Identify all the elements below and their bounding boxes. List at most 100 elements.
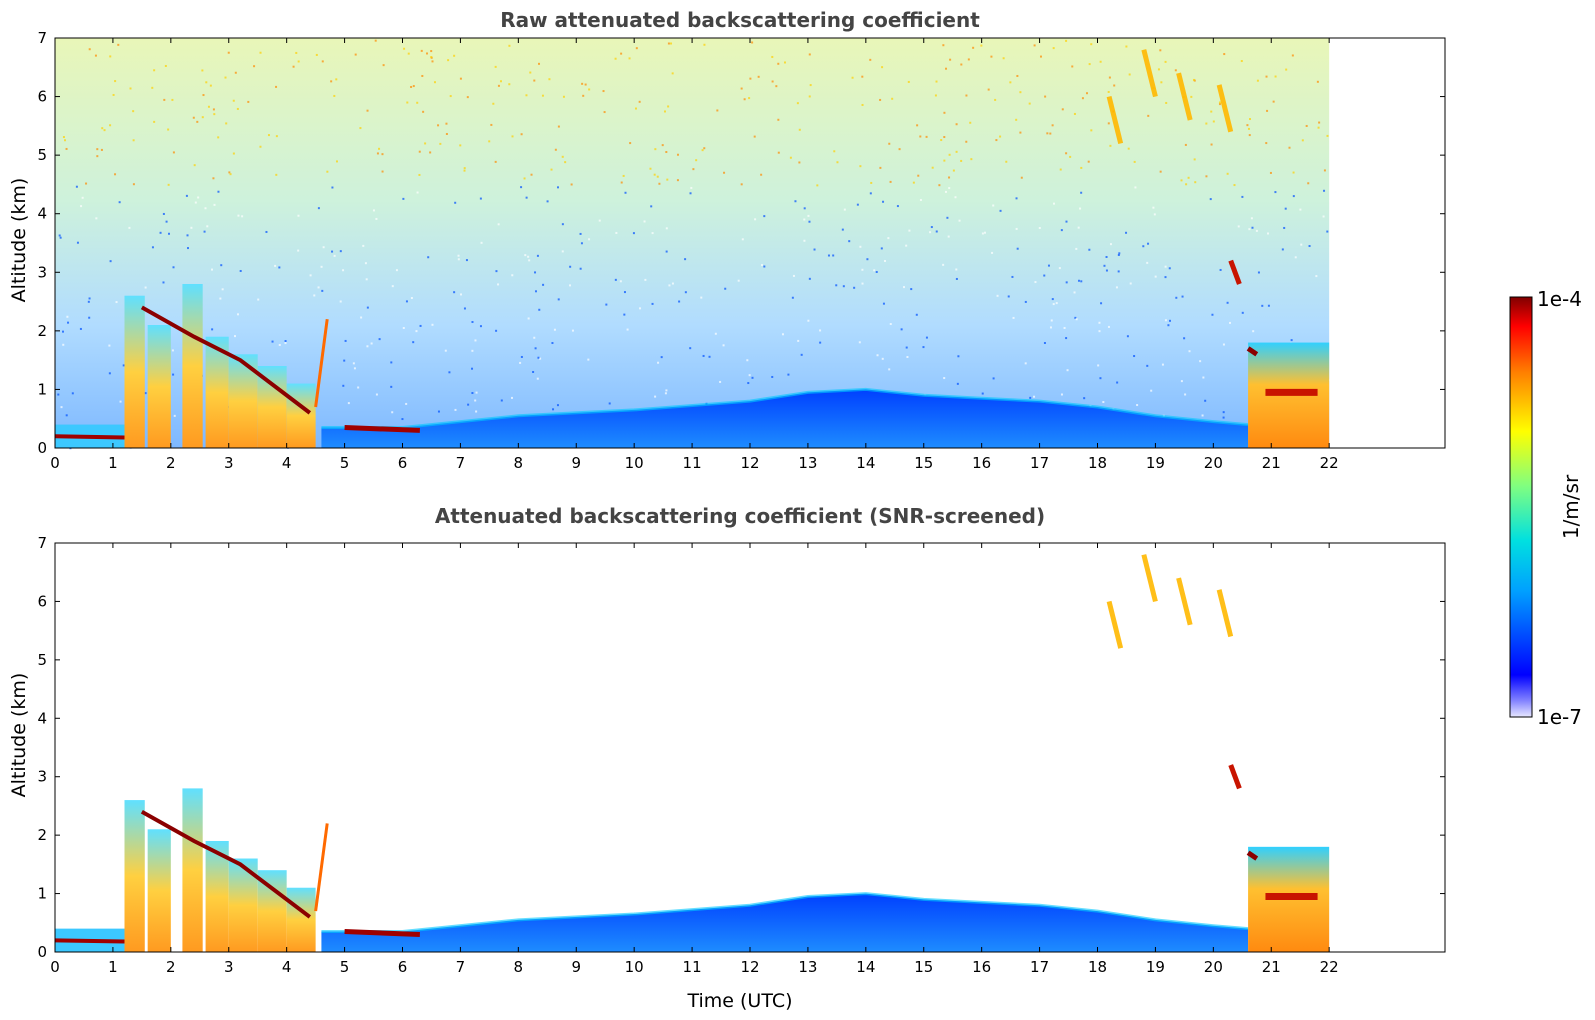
noise-pixel	[605, 303, 608, 306]
noise-pixel	[471, 349, 474, 352]
noise-pixel	[580, 242, 583, 245]
noise-pixel	[474, 339, 477, 342]
noise-pixel	[217, 136, 220, 139]
noise-pixel	[112, 93, 115, 96]
noise-pixel	[1051, 298, 1054, 301]
noise-pixel	[1065, 281, 1068, 284]
noise-pixel	[917, 174, 920, 177]
noise-pixel	[533, 79, 536, 82]
noise-pixel	[1146, 364, 1149, 367]
noise-pixel	[798, 128, 801, 131]
noise-pixel	[856, 203, 859, 206]
noise-pixel	[374, 39, 377, 42]
noise-pixel	[132, 183, 135, 186]
noise-pixel	[1126, 335, 1129, 338]
noise-pixel	[1080, 166, 1083, 169]
noise-pixel	[297, 214, 300, 217]
noise-pixel	[809, 84, 812, 87]
colorbar-min-label: 1e-7	[1537, 705, 1582, 729]
x-tick-label: 12	[740, 454, 759, 472]
noise-pixel	[321, 289, 324, 292]
noise-pixel	[676, 179, 679, 182]
noise-pixel	[1219, 268, 1222, 271]
noise-pixel	[119, 400, 122, 403]
noise-pixel	[808, 95, 811, 98]
noise-pixel	[771, 375, 774, 378]
noise-pixel	[239, 269, 242, 272]
noise-pixel	[1105, 255, 1108, 258]
noise-pixel	[835, 284, 838, 287]
noise-pixel	[1160, 81, 1163, 84]
noise-pixel	[879, 166, 882, 169]
noise-pixel	[775, 85, 778, 88]
y-tick-label: 0	[37, 943, 47, 961]
noise-pixel	[908, 229, 911, 232]
noise-pixel	[722, 344, 725, 347]
noise-pixel	[884, 259, 887, 262]
y-tick-label: 5	[37, 146, 47, 164]
noise-pixel	[965, 140, 968, 143]
noise-pixel	[115, 301, 118, 304]
noise-pixel	[539, 357, 542, 360]
noise-pixel	[88, 316, 91, 319]
noise-pixel	[870, 181, 873, 184]
noise-pixel	[1211, 313, 1214, 316]
noise-pixel	[1098, 321, 1101, 324]
noise-pixel	[551, 342, 554, 345]
noise-pixel	[1061, 108, 1064, 111]
noise-pixel	[460, 293, 463, 296]
noise-pixel	[1028, 102, 1031, 105]
noise-pixel	[159, 231, 162, 234]
x-tick-label: 13	[798, 454, 817, 472]
noise-pixel	[1241, 195, 1244, 198]
noise-pixel	[797, 339, 800, 342]
x-tick-label: 15	[914, 958, 933, 976]
noise-pixel	[416, 191, 419, 194]
noise-pixel	[335, 160, 338, 163]
noise-pixel	[167, 232, 170, 235]
noise-pixel	[1159, 170, 1162, 173]
noise-pixel	[1251, 226, 1254, 229]
noise-pixel	[861, 268, 864, 271]
cloud-column	[147, 829, 171, 952]
noise-pixel	[241, 215, 244, 218]
noise-pixel	[274, 264, 277, 267]
noise-pixel	[58, 234, 61, 237]
x-tick-label: 6	[398, 454, 408, 472]
noise-pixel	[556, 186, 559, 189]
noise-pixel	[527, 255, 530, 258]
noise-pixel	[827, 254, 830, 257]
y-tick-label: 2	[37, 826, 47, 844]
x-tick-label: 5	[340, 454, 350, 472]
y-tick-label: 1	[37, 380, 47, 398]
noise-pixel	[234, 335, 237, 338]
x-tick-label: 7	[456, 958, 466, 976]
noise-pixel	[1202, 376, 1205, 379]
noise-pixel	[1065, 152, 1068, 155]
noise-pixel	[1055, 302, 1058, 305]
noise-pixel	[723, 171, 726, 174]
noise-pixel	[948, 176, 951, 179]
noise-pixel	[667, 42, 670, 45]
noise-pixel	[95, 217, 98, 220]
noise-pixel	[471, 321, 474, 324]
noise-pixel	[651, 302, 654, 305]
noise-pixel	[748, 97, 751, 100]
noise-pixel	[987, 88, 990, 91]
cirrus-streak	[1176, 577, 1193, 626]
noise-pixel	[480, 241, 483, 244]
noise-pixel	[524, 254, 527, 257]
noise-pixel	[1248, 118, 1251, 121]
x-tick-label: 21	[1262, 958, 1281, 976]
noise-pixel	[172, 266, 175, 269]
noise-pixel	[903, 286, 906, 289]
x-tick-label: 0	[50, 454, 60, 472]
noise-pixel	[561, 223, 564, 226]
noise-pixel	[80, 205, 83, 208]
noise-pixel	[1252, 330, 1255, 333]
noise-pixel	[664, 392, 667, 395]
chart-title: Attenuated backscattering coefficient (S…	[435, 504, 1045, 528]
noise-pixel	[945, 67, 948, 70]
noise-pixel	[1292, 195, 1295, 198]
noise-pixel	[582, 94, 585, 97]
